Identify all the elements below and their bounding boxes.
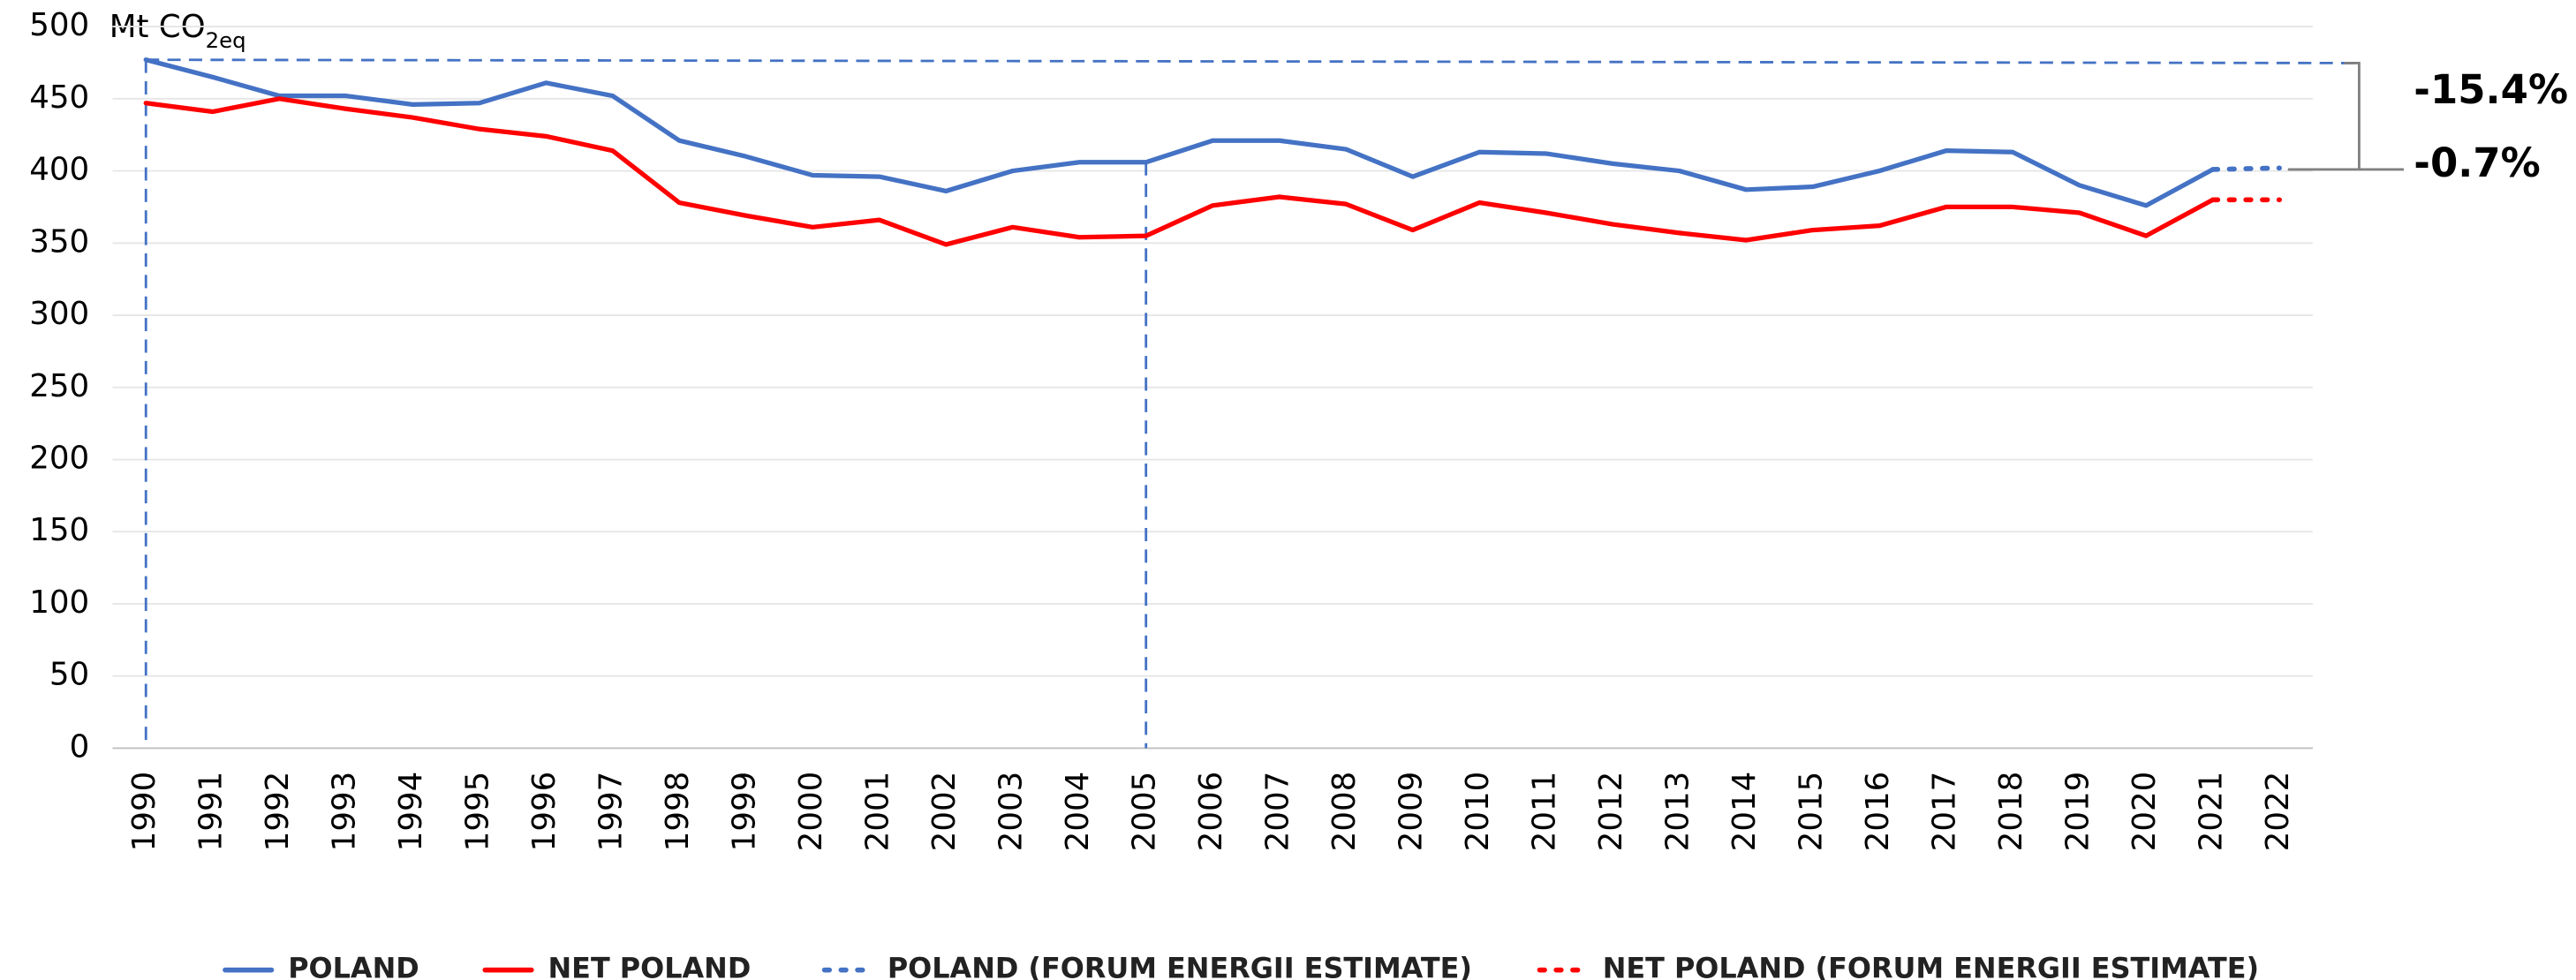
- x-tick-label: 1994: [393, 772, 429, 852]
- x-tick-label: 2005: [1127, 772, 1163, 852]
- y-tick-label: 400: [29, 152, 89, 188]
- x-tick-label: 2009: [1394, 772, 1430, 852]
- y-unit: Mt CO2eq: [110, 9, 246, 53]
- x-tick-label: 2022: [2260, 772, 2296, 852]
- y-tick-label: 450: [29, 79, 89, 116]
- x-tick-label: 2021: [2194, 772, 2230, 852]
- series-line: [2210, 165, 2282, 172]
- x-tick-label: 2008: [1326, 772, 1363, 852]
- series-line: [143, 96, 2216, 247]
- x-tick-label: 1992: [260, 772, 296, 852]
- bracket: [2287, 62, 2405, 171]
- x-tick-label: 1999: [727, 772, 763, 852]
- x-tick-label: 2004: [1060, 772, 1096, 852]
- y-tick-label: 150: [29, 512, 89, 548]
- legend-label: NET POLAND (FORUM ENERGII ESTIMATE): [1603, 952, 2259, 980]
- y-tick-label: 100: [29, 584, 89, 621]
- x-tick-label: 1990: [126, 772, 162, 852]
- y-tick-label: 200: [29, 441, 89, 477]
- y-tick-label: 250: [29, 368, 89, 404]
- x-tick-label: 2007: [1260, 772, 1296, 852]
- x-tick-label: 2006: [1193, 772, 1229, 852]
- y-tick-label: 300: [29, 296, 89, 332]
- x-tick-label: 2013: [1660, 772, 1696, 852]
- x-tick-label: 2000: [793, 772, 829, 852]
- y-tick-label: 0: [70, 728, 90, 765]
- x-tick-label: 2001: [860, 772, 896, 852]
- x-tick-label: 2018: [1993, 772, 2029, 852]
- x-tick-label: 2011: [1527, 772, 1563, 852]
- x-tick-label: 2014: [1726, 772, 1763, 852]
- legend-label: POLAND: [288, 952, 419, 980]
- reference-line: [146, 58, 2360, 64]
- x-tick-label: 2012: [1593, 772, 1629, 852]
- x-tick-label: 1997: [593, 772, 630, 852]
- series-line: [143, 57, 2216, 208]
- x-tick-label: 2019: [2060, 772, 2096, 852]
- x-tick-label: 1998: [660, 772, 696, 852]
- y-tick-label: 500: [29, 7, 89, 43]
- annotation: -0.7%: [2414, 139, 2540, 186]
- x-tick-label: 1995: [460, 772, 496, 852]
- x-tick-label: 2003: [993, 772, 1030, 852]
- x-tick-label: 2016: [1860, 772, 1896, 852]
- x-tick-label: 2020: [2127, 772, 2163, 852]
- y-unit-sub: 2eq: [206, 27, 246, 53]
- annotation: -15.4%: [2414, 66, 2568, 113]
- x-tick-label: 2002: [926, 772, 963, 852]
- y-tick-label: 50: [49, 657, 89, 693]
- x-tick-label: 2010: [1460, 772, 1496, 852]
- x-tick-label: 2015: [1794, 772, 1830, 852]
- x-tick-label: 1996: [526, 772, 563, 852]
- x-tick-label: 1993: [327, 772, 363, 852]
- y-tick-label: 350: [29, 223, 89, 260]
- legend-label: NET POLAND: [548, 952, 752, 980]
- x-tick-label: 2017: [1927, 772, 1963, 852]
- x-tick-label: 1991: [193, 772, 230, 852]
- legend-label: POLAND (FORUM ENERGII ESTIMATE): [888, 952, 1472, 980]
